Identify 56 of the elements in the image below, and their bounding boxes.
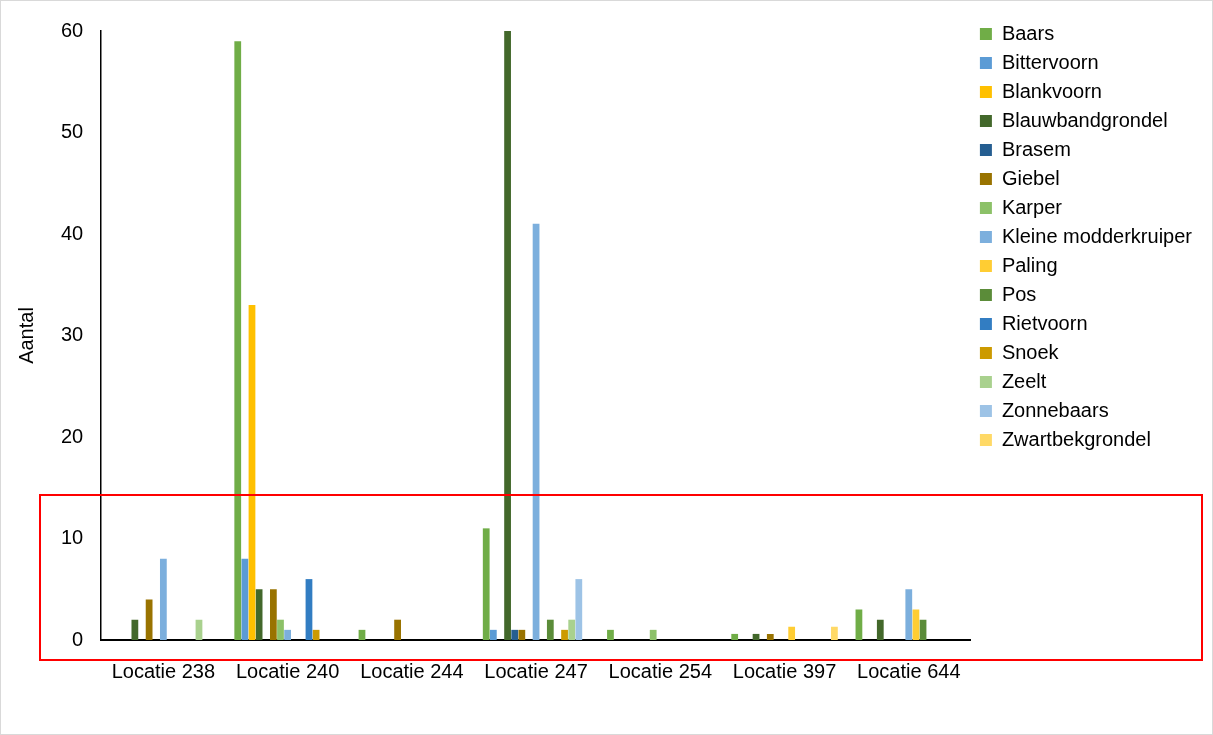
x-tick-label: Locatie 397: [732, 659, 837, 682]
bar: [269, 589, 277, 640]
bar: [394, 619, 401, 640]
legend-label: Baars: [1001, 21, 1055, 44]
bar: [241, 558, 249, 640]
bar: [159, 558, 167, 640]
bar: [518, 629, 526, 640]
x-tick-label: Locatie 247: [484, 659, 588, 682]
legend-label: Pos: [1001, 282, 1037, 305]
y-tick-label: 30: [61, 323, 84, 346]
bar: [561, 629, 568, 640]
bar: [905, 589, 913, 640]
bar: [234, 41, 242, 640]
bar: [649, 629, 657, 640]
bar: [766, 633, 774, 640]
y-tick-label: 50: [61, 120, 84, 143]
x-tick-label: Locatie 254: [608, 659, 713, 682]
bar: [876, 619, 884, 640]
legend-label: Kleine modderkruiper: [1001, 224, 1193, 247]
legend-label: Blankvoorn: [1001, 79, 1102, 102]
bar: [568, 619, 576, 640]
bar: [731, 633, 739, 640]
bar: [511, 629, 519, 640]
bar: [277, 619, 284, 640]
y-tick-label: 10: [61, 526, 84, 549]
bar: [145, 599, 153, 640]
bar: [482, 528, 490, 640]
bar: [284, 629, 291, 640]
legend-label: Rietvoorn: [1001, 311, 1088, 334]
legend-label: Blauwbandgrondel: [1001, 108, 1168, 131]
legend-label: Paling: [1001, 253, 1058, 276]
bar: [575, 579, 583, 640]
y-tick-label: 0: [72, 627, 84, 650]
x-tick-label: Locatie 240: [235, 659, 340, 682]
y-tick-label: 60: [61, 18, 84, 41]
legend-label: Zonnebaars: [1001, 398, 1109, 421]
legend-label: Zwartbekgrondel: [1001, 427, 1151, 450]
legend-label: Snoek: [1001, 340, 1060, 363]
y-axis-title: Aantal: [14, 307, 37, 364]
bar: [788, 626, 796, 640]
y-tick-label: 20: [61, 424, 84, 447]
x-tick-label: Locatie 644: [857, 659, 961, 682]
y-tick-label: 40: [61, 221, 84, 244]
bar: [131, 619, 139, 640]
legend-label: Zeelt: [1001, 369, 1047, 392]
x-tick-label: Locatie 244: [360, 659, 464, 682]
x-tick-label: Locatie 238: [111, 659, 216, 682]
legend-label: Bittervoorn: [1001, 50, 1099, 73]
legend-label: Karper: [1001, 195, 1063, 218]
legend-label: Brasem: [1001, 137, 1071, 160]
bar: [546, 619, 554, 640]
legend-label: Giebel: [1001, 166, 1060, 189]
bar: [607, 629, 614, 640]
bar: [831, 626, 838, 640]
bar: [489, 629, 497, 640]
bar: [504, 31, 511, 640]
